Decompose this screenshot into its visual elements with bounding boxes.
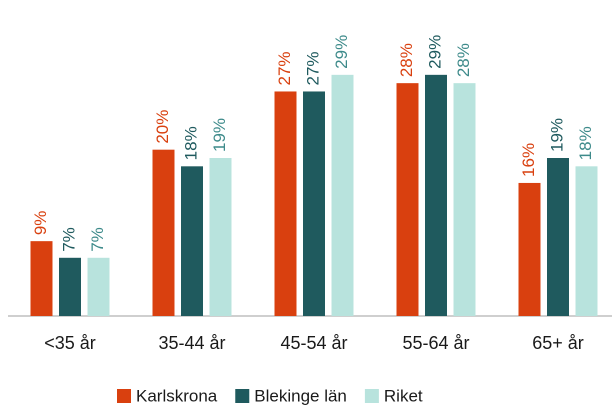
bar: [152, 149, 175, 316]
bar: [209, 158, 232, 316]
x-tick-label: 65+ år: [532, 333, 584, 353]
x-tick-label: <35 år: [44, 333, 96, 353]
legend-label: Karlskrona: [136, 386, 218, 405]
legend-swatch: [117, 389, 131, 403]
bar: [30, 241, 53, 316]
value-label: 27%: [303, 51, 322, 85]
value-label: 19%: [210, 118, 229, 152]
value-label: 27%: [275, 51, 294, 85]
legend-swatch: [235, 389, 250, 403]
bar: [331, 74, 354, 316]
value-label: 29%: [425, 35, 444, 69]
value-label: 19%: [547, 118, 566, 152]
x-tick-label: 35-44 år: [158, 333, 225, 353]
value-label: 18%: [181, 126, 200, 160]
x-tick-label: 45-54 år: [280, 333, 347, 353]
bar: [425, 74, 447, 316]
bar: [518, 182, 541, 316]
x-tick-label: 55-64 år: [402, 333, 469, 353]
bar: [274, 91, 297, 316]
value-label: 18%: [576, 126, 595, 160]
bar: [59, 257, 81, 316]
bar: [453, 83, 476, 316]
legend-label: Riket: [384, 386, 423, 405]
legend-swatch: [364, 389, 379, 403]
value-label: 7%: [59, 227, 78, 252]
bar: [303, 91, 325, 316]
value-label: 16%: [519, 143, 538, 177]
value-label: 28%: [397, 43, 416, 77]
value-label: 7%: [88, 227, 107, 252]
bar: [181, 166, 203, 316]
value-label: 28%: [454, 43, 473, 77]
bar: [87, 257, 110, 316]
value-label: 29%: [332, 35, 351, 69]
value-label: 20%: [153, 110, 172, 144]
bar: [547, 158, 569, 316]
bar: [575, 166, 598, 316]
legend-label: Blekinge län: [254, 386, 347, 405]
bar: [396, 83, 419, 316]
value-label: 9%: [31, 211, 50, 236]
